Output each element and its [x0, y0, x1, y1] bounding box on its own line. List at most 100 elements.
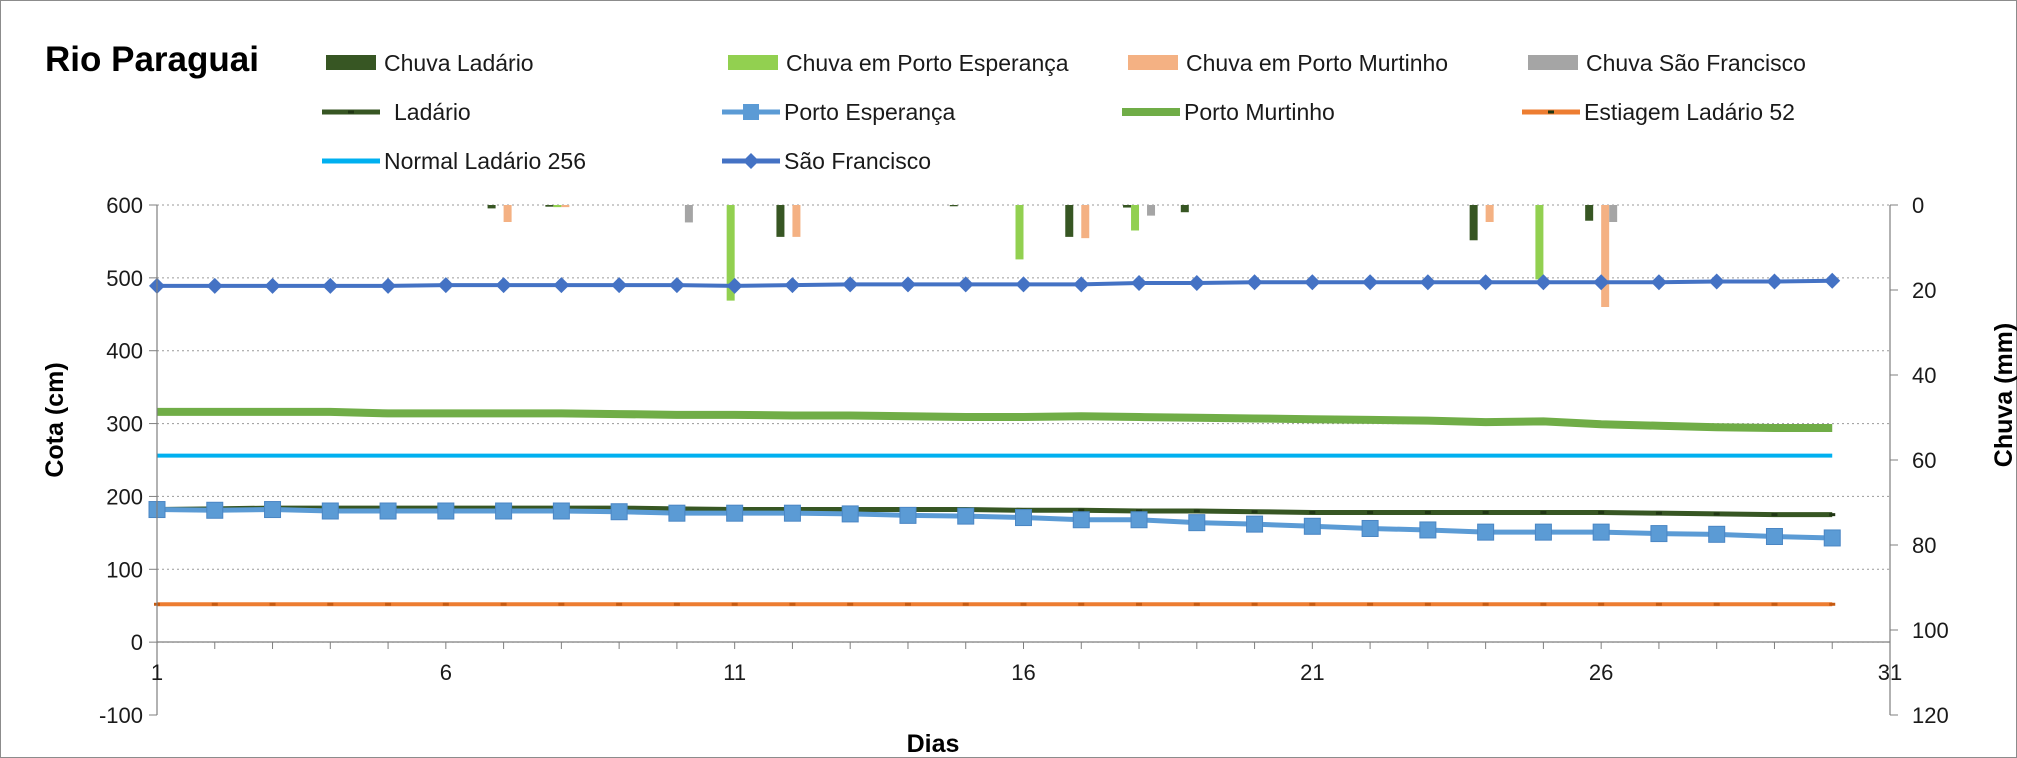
data-point [1534, 523, 1552, 541]
y-tick-label: -100 [99, 703, 143, 728]
data-point [264, 501, 282, 519]
data-point [1361, 519, 1379, 537]
data-point [1823, 529, 1841, 547]
data-point [841, 505, 859, 523]
data-point [206, 501, 224, 519]
data-point [1015, 509, 1032, 527]
rain-bar [1601, 205, 1610, 307]
y2-tick-label: 20 [1912, 278, 1936, 303]
data-point [1362, 274, 1379, 291]
data-point [1303, 517, 1321, 535]
series-line [157, 407, 1833, 432]
y2-axis-title: Chuva (mm) [1990, 323, 2017, 467]
series-path [156, 505, 1833, 518]
series-line [149, 272, 1841, 294]
data-point [1419, 521, 1437, 539]
rain-bar [1535, 205, 1544, 280]
legend-label: Chuva em Porto Esperança [786, 50, 1069, 76]
data-point [726, 504, 744, 522]
legend-entry: Porto Esperança [722, 99, 956, 125]
legend-label: Chuva Ladário [384, 50, 534, 76]
y-tick-label: 600 [106, 193, 143, 218]
x-tick-label: 16 [1011, 660, 1035, 685]
data-point [437, 502, 455, 520]
rain-bars [487, 205, 1618, 307]
series-line [148, 501, 1841, 547]
legend-label: Estiagem Ladário 52 [1584, 99, 1795, 125]
data-point [1765, 528, 1783, 545]
series-path [156, 507, 1833, 541]
rain-bar [1609, 205, 1618, 222]
y2-tick-label: 40 [1912, 363, 1936, 388]
data-point [380, 277, 397, 294]
data-point [552, 502, 570, 520]
data-point [1650, 525, 1668, 543]
y2-tick-label: 0 [1912, 193, 1924, 218]
rain-bar [776, 205, 785, 237]
legend-swatch [1528, 55, 1578, 70]
data-point [899, 276, 916, 293]
legend-entry: Chuva São Francisco [1528, 50, 1806, 76]
rain-bar [949, 205, 958, 207]
data-point [1650, 274, 1667, 291]
x-tick-label: 21 [1300, 660, 1324, 685]
legend-swatch [326, 55, 376, 70]
y-tick-label: 0 [131, 630, 143, 655]
y-axis-title: Cota (cm) [41, 362, 69, 477]
rain-bar [1485, 205, 1494, 222]
data-point [1477, 274, 1494, 291]
y-tick-label: 400 [106, 339, 143, 364]
legend-label: São Francisco [784, 148, 931, 174]
x-tick-label: 1 [151, 660, 163, 685]
y-tick-label: 200 [106, 484, 143, 509]
data-point [1419, 274, 1436, 291]
rain-bar [684, 205, 693, 223]
legend-marker [743, 104, 759, 120]
data-point [1246, 515, 1264, 533]
legend-label: Chuva em Porto Murtinho [1186, 50, 1448, 76]
data-point [553, 277, 570, 294]
data-point [842, 276, 859, 293]
x-tick-label: 26 [1589, 660, 1613, 685]
level-lines [148, 272, 1841, 607]
data-point [1073, 276, 1090, 293]
y2-tick-label: 80 [1912, 533, 1936, 558]
legend-entry: Chuva em Porto Murtinho [1128, 50, 1448, 76]
data-point [264, 277, 281, 294]
legend-entry: Normal Ladário 256 [322, 148, 586, 174]
rain-bar [1180, 205, 1189, 213]
data-point [1824, 272, 1841, 289]
rain-bar [1065, 205, 1074, 237]
data-point [1708, 525, 1726, 543]
rain-bar [1147, 205, 1156, 216]
legend-label: Ladário [394, 99, 471, 125]
legend-entry: São Francisco [722, 148, 931, 174]
data-point [379, 502, 397, 520]
legend: Chuva Ladário Chuva em Porto Esperança Chu… [322, 50, 1806, 174]
data-point [899, 506, 917, 524]
rain-bar [487, 205, 496, 209]
rain-bar [553, 205, 562, 208]
data-point [437, 277, 454, 294]
data-point [1131, 274, 1148, 291]
chart-title: Rio Paraguai [45, 40, 259, 79]
data-point [495, 502, 513, 520]
y-tick-label: 300 [106, 412, 143, 437]
data-point [1072, 511, 1090, 529]
rain-bar [726, 205, 735, 301]
data-point [957, 276, 974, 293]
series-path [157, 407, 1833, 432]
rain-bar [1131, 205, 1140, 231]
rain-bar [1015, 205, 1024, 260]
rain-bar [545, 205, 554, 207]
data-point [1015, 276, 1032, 293]
data-point [668, 277, 685, 294]
data-point [321, 502, 339, 520]
legend-entry: Porto Murtinho [1122, 99, 1335, 125]
data-point [1188, 514, 1206, 532]
x-axis-title: Dias [907, 730, 960, 758]
legend-label: Porto Esperança [784, 99, 956, 125]
